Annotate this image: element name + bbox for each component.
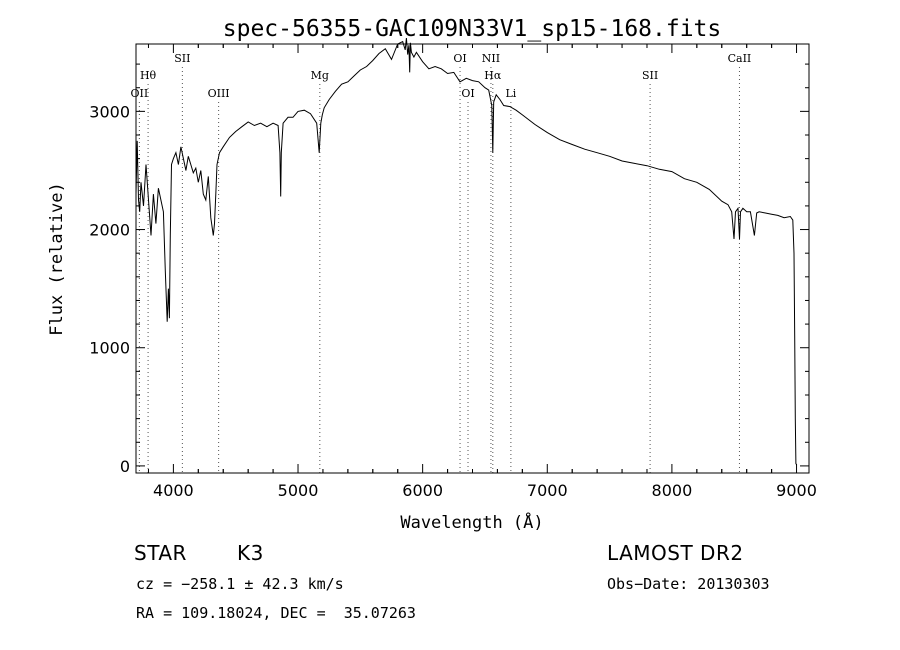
x-axis: 4000 5000 6000 7000 8000 9000 bbox=[147, 44, 817, 500]
spectrum-line bbox=[135, 38, 797, 465]
marker-label: Hθ bbox=[140, 69, 157, 82]
redshift-velocity: cz = −258.1 ± 42.3 km/s bbox=[136, 575, 344, 593]
y-tick-label: 3000 bbox=[89, 102, 130, 121]
plot-frame bbox=[135, 43, 810, 474]
survey-name: LAMOST DR2 bbox=[607, 541, 744, 565]
x-tick-label: 4000 bbox=[153, 481, 194, 500]
subclass: K3 bbox=[237, 541, 264, 565]
observation-date: Obs−Date: 20130303 bbox=[607, 575, 770, 593]
x-tick-label: 7000 bbox=[527, 481, 568, 500]
x-tick-label: 8000 bbox=[652, 481, 693, 500]
marker-label: OII bbox=[131, 87, 149, 100]
y-tick-label: 2000 bbox=[89, 221, 130, 240]
marker-label: SII bbox=[174, 52, 190, 65]
y-axis: 0 1000 2000 3000 bbox=[89, 63, 809, 476]
marker-label: SII bbox=[642, 69, 658, 82]
marker-label: OIII bbox=[208, 87, 230, 100]
x-tick-label: 9000 bbox=[776, 481, 817, 500]
y-tick-label: 1000 bbox=[89, 339, 130, 358]
y-tick-label: 0 bbox=[120, 457, 130, 476]
marker-label: OI bbox=[461, 87, 474, 100]
marker-label: NII bbox=[482, 52, 500, 65]
x-tick-label: 6000 bbox=[402, 481, 443, 500]
marker-label: Hα bbox=[484, 69, 502, 82]
coordinates: RA = 109.18024, DEC = 35.07263 bbox=[136, 604, 416, 622]
y-axis-label: Flux (relative) bbox=[47, 182, 67, 336]
chart-title: spec-56355-GAC109N33V1_sp15-168.fits bbox=[223, 16, 722, 42]
marker-label: Mg bbox=[311, 69, 329, 82]
marker-label: CaII bbox=[728, 52, 752, 65]
marker-label: OI bbox=[453, 52, 466, 65]
x-tick-label: 5000 bbox=[278, 481, 319, 500]
x-axis-label: Wavelength (Å) bbox=[400, 511, 543, 533]
object-type: STAR bbox=[134, 541, 187, 565]
marker-label: Li bbox=[505, 87, 516, 100]
